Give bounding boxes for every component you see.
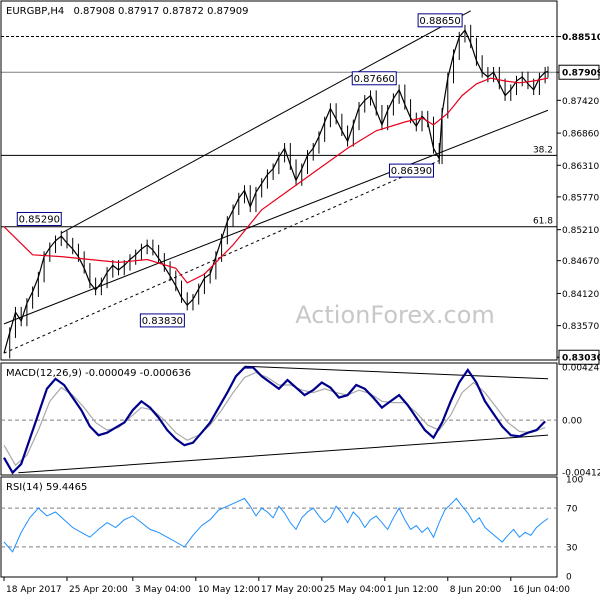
price-axis-label: 0.85210 [562, 226, 599, 236]
macd-trendline [244, 365, 549, 380]
rsi-axis-label: 100 [566, 476, 583, 486]
price-axis-label: 0.88510 [562, 33, 600, 43]
macd-axis-label: -0.004126 [562, 468, 600, 478]
price-axis-box [558, 349, 600, 365]
price-panel [0, 0, 558, 361]
price-axis-label: 0.84670 [562, 257, 599, 267]
fib-label: 38.2 [533, 145, 553, 155]
price-annotation-box [139, 313, 185, 328]
channel-trendline [3, 160, 440, 354]
ohlc-values: 0.87908 0.87917 0.87872 0.87909 [73, 6, 248, 17]
rsi-line [3, 497, 549, 553]
price-axis-label: 0.87420 [562, 97, 599, 107]
macd-line [3, 366, 546, 475]
sma-line [3, 77, 549, 284]
time-axis-label: 25 Apr 20:00 [69, 585, 128, 595]
price-annotation-label: 0.86390 [391, 166, 432, 177]
price-axis-box [558, 64, 600, 80]
price-axis-label: 0.83030 [562, 354, 600, 364]
time-axis-label: 25 May 04:00 [324, 585, 386, 595]
time-axis-label: 1 Jun 12:00 [387, 585, 439, 595]
price-annotation-box [388, 163, 434, 178]
price-axis-label: 0.85770 [562, 193, 599, 203]
price-annotation-box [417, 13, 463, 28]
macd-axis-label: 0.00 [562, 417, 582, 427]
rsi-panel [0, 476, 558, 578]
rsi-axis-label: 30 [566, 543, 578, 553]
rsi-title: RSI(14) 59.4465 [6, 482, 87, 493]
time-axis-label: 8 Jun 20:00 [450, 585, 502, 595]
fib-label: 61.8 [533, 217, 553, 227]
price-axis-label: 0.83570 [562, 322, 599, 332]
price-annotation-box [351, 71, 397, 86]
channel-trendline [61, 10, 471, 234]
macd-trendline [18, 434, 549, 474]
macd-title: MACD(12,26,9) -0.000049 -0.000636 [6, 368, 191, 379]
price-annotation-box [16, 211, 62, 226]
macd-layer [1, 365, 557, 475]
price-title: EURGBP,H4 0.87908 0.87917 0.87872 0.8790… [6, 6, 248, 17]
price-annotation-label: 0.83830 [142, 316, 183, 327]
symbol-label: EURGBP,H4 [6, 6, 64, 17]
price-layer: 38.2 61.8 0.88650 0.87660 0.86390 0.85290 0.83… [1, 10, 557, 359]
price-axis-label: 0.87909 [562, 69, 600, 79]
price-axis-label: 0.86860 [562, 130, 599, 140]
rsi-layer [1, 497, 557, 553]
time-axis-label: 3 May 04:00 [135, 585, 191, 595]
price-axis-label: 0.86310 [562, 162, 599, 172]
time-axis-label: 18 Apr 2017 [6, 585, 62, 595]
axis-layer: 0.88510 0.87909 0.87420 0.86860 0.86310 0.857… [3, 33, 600, 595]
macd-signal-line [3, 371, 546, 467]
macd-axis-label: 0.004248 [562, 363, 600, 373]
time-axis-label: 16 Jun 04:00 [513, 585, 570, 595]
time-axis-label: 17 May 20:00 [261, 585, 323, 595]
price-annotation-label: 0.85290 [19, 214, 60, 225]
rsi-axis-label: 70 [566, 505, 578, 515]
price-annotation-label: 0.88650 [419, 16, 460, 27]
price-annotation-label: 0.87660 [354, 74, 395, 85]
time-axis-label: 10 May 12:00 [198, 585, 260, 595]
rsi-axis-label: 0 [566, 573, 572, 583]
macd-panel [0, 362, 558, 476]
price-axis-label: 0.84120 [562, 290, 599, 300]
watermark: ActionForex.com [295, 301, 495, 329]
